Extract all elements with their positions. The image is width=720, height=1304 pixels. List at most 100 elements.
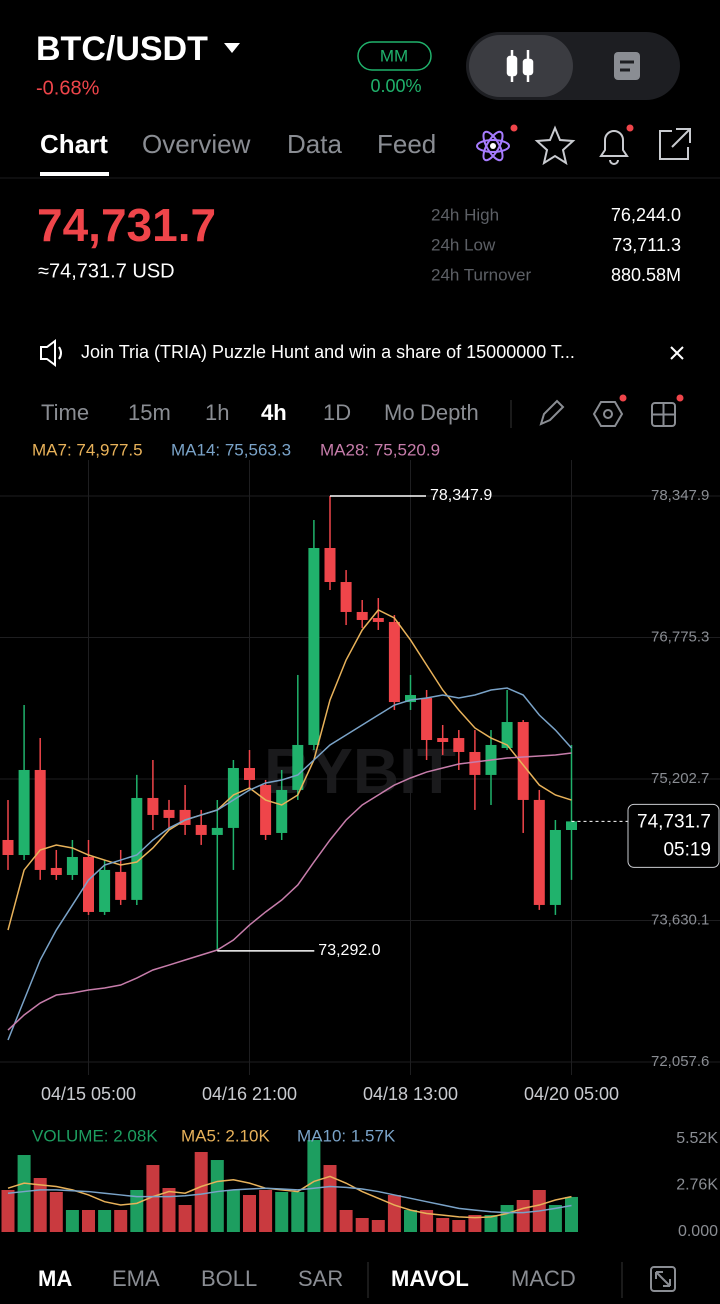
volume-bar [82,1209,95,1232]
share-icon[interactable] [659,128,691,160]
banner-text[interactable]: Join Tria (TRIA) Puzzle Hunt and win a s… [81,342,575,362]
candle-body [50,867,62,875]
pair[interactable]: BTC/USDT [36,30,208,68]
candle-body [179,809,191,825]
volume-bar [49,1192,63,1232]
volume-bar [210,1160,224,1232]
timeframe[interactable]: 1h [205,400,229,425]
volume-bar [1,1189,15,1232]
timeframe[interactable]: 15m [128,400,171,425]
last-price: 74,731.7 [37,199,216,251]
ma-line [7,609,572,931]
timeframe[interactable]: Time [41,400,89,425]
bell-icon[interactable] [599,124,634,165]
candle-body [437,738,449,742]
volume-bar [17,1155,31,1232]
fullscreen-icon[interactable] [650,1266,676,1292]
candle-body [421,697,433,741]
candle-body [211,827,223,835]
y-tick-label: 0.000 [678,1223,718,1240]
volume-bar [420,1209,434,1232]
tab-underline [40,172,109,176]
y-tick-label: 72,057.6 [651,1053,709,1070]
candle-body [388,621,400,703]
candle-body [260,785,272,835]
candle-body [34,769,46,870]
candle-body [533,799,545,905]
candle-body [131,797,143,900]
candle-body [517,722,529,800]
volume-bar [404,1209,417,1232]
candle-body [308,547,320,745]
volume-bar [130,1189,144,1232]
legend-entry: MA5: 2.10K [181,1126,270,1145]
price-tag [627,803,720,868]
volume-bar [65,1209,79,1232]
toggle-chart[interactable] [469,35,573,97]
volume-bar [339,1209,353,1232]
volume-ma-line [7,1175,572,1219]
candle-body [501,722,513,749]
depth-tab[interactable]: Depth [420,400,479,425]
candle-body [66,856,78,875]
draw-icon[interactable] [539,399,565,426]
favorite-icon[interactable] [534,125,576,166]
candle-body [405,695,416,703]
tab[interactable]: Overview [142,129,251,159]
mm-badge[interactable] [357,41,432,71]
indicator-tab[interactable]: BOLL [201,1266,257,1291]
x-tick-label: 04/15 05:00 [41,1084,136,1104]
y-tick-label: 5.52K [676,1130,718,1147]
timeframe[interactable]: Mo [384,400,415,425]
pair-dropdown[interactable] [224,43,240,53]
volume-bar [323,1165,337,1232]
legend-entry: MA10: 1.57K [297,1126,396,1145]
indicator-tab[interactable]: SAR [298,1266,343,1291]
y-tick-label: 78,347.9 [651,487,709,504]
legend-entry: MA7: 74,977.5 [32,440,143,459]
stat-value: 880.58M [611,265,681,285]
change: -0.68% [36,77,100,99]
candle-body [83,856,94,912]
candle-body [18,769,30,856]
timeframe[interactable]: 1D [323,400,351,425]
volume-bar [243,1195,256,1232]
tab[interactable]: Data [287,129,342,159]
indicator-tab[interactable]: EMA [112,1266,160,1291]
stat-label: 24h High [431,205,499,224]
price-tag-countdown: 05:19 [663,839,711,860]
candle-body [340,582,352,612]
volume-bar [98,1209,112,1232]
tab[interactable]: Feed [377,129,436,159]
tab[interactable]: Chart [40,129,108,159]
timeframe-active[interactable]: 4h [261,400,287,425]
y-tick-label: 76,775.3 [651,628,709,645]
candle-body [453,738,465,752]
banner-close[interactable] [670,346,684,360]
indicator-tab[interactable]: MA [38,1266,72,1291]
candle-body [244,767,255,780]
candle-body [469,751,481,775]
volume-bar [178,1205,192,1232]
x-tick-label: 04/20 05:00 [524,1084,619,1104]
indicator-tab[interactable]: MACD [511,1266,576,1291]
candle-body [324,547,336,583]
settings-icon[interactable] [592,394,627,427]
max-label: 78,347.9 [430,487,492,504]
indicator-tab[interactable]: MAVOL [391,1266,469,1291]
price-chart: 72,057.6 73,630.1 75,202.7 76,775.3 78,347.9… [0,440,720,1104]
ai-icon[interactable] [476,124,518,163]
volume-bar [355,1217,369,1232]
mm-label: MM [380,46,408,65]
book-icon[interactable] [614,52,640,80]
legend-entry: VOLUME: 2.08K [32,1126,158,1145]
candle-body [99,869,111,912]
stat-label: 24h Turnover [431,265,532,284]
volume-bar [387,1195,401,1232]
layout-icon[interactable] [651,394,684,427]
ma-line [7,752,572,1031]
volume-bar [307,1140,321,1232]
